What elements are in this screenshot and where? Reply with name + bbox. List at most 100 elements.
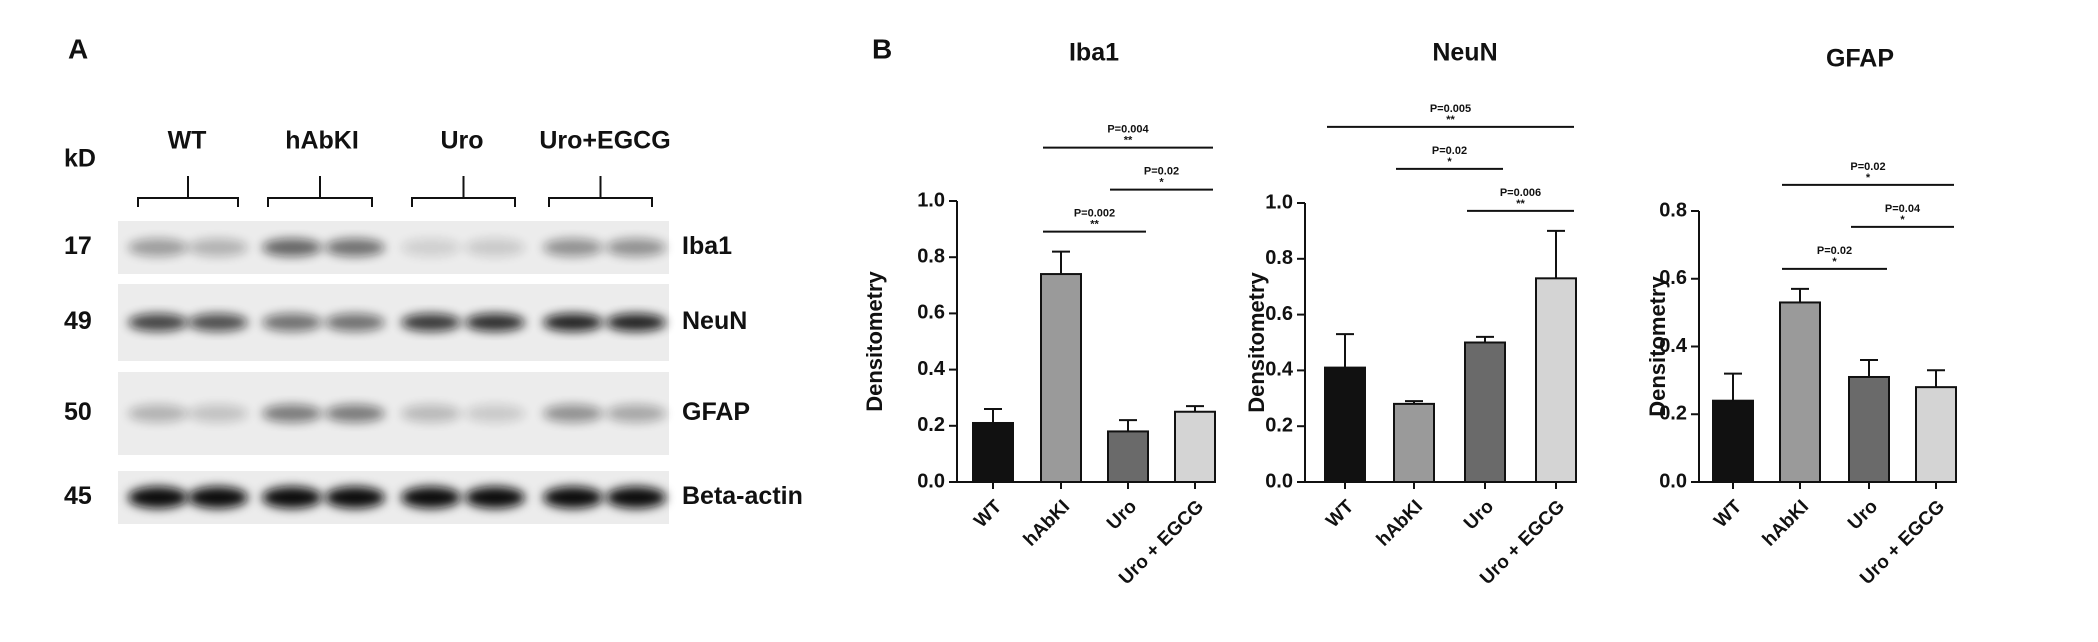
x-tick-label: WT [970,496,1006,532]
error-bar [1336,333,1354,368]
chart-title: NeuN [1432,39,1497,67]
y-tick-label: 1.0 [917,189,945,211]
group-label: hAbKI [285,127,359,155]
error-bar [1052,250,1070,275]
y-axis-label: Densitometry [1645,275,1670,416]
error-bar [1119,419,1137,432]
sig-stars: * [1900,214,1905,226]
row-label: GFAP [682,398,750,426]
lane-bracket [267,176,373,207]
y-tick-label: 0.8 [1659,199,1687,221]
bar [1040,273,1082,483]
bar [1712,399,1754,484]
kd-label: 17 [64,232,92,260]
band [465,313,525,332]
sig-stars: ** [1516,198,1525,210]
x-tick-label: hAbKI [1373,496,1427,550]
sig-stars: * [1832,256,1837,268]
kd-label: 49 [64,307,92,335]
error-bar [1860,359,1878,377]
row-label: NeuN [682,307,747,335]
bar [1393,402,1435,484]
y-tick-label: 0.0 [1659,470,1687,492]
y-tick-label: 0.0 [1265,470,1293,492]
sig-stars: ** [1124,134,1133,146]
blot [118,221,669,524]
bar [1779,301,1821,483]
x-tick-label: Uro [1460,496,1498,534]
y-tick-label: 0.4 [1265,359,1294,381]
bar [972,421,1014,483]
kd-label: 45 [64,482,92,510]
band [188,486,248,509]
band [401,486,461,509]
sig-p-value: P=0.006 [1500,187,1541,199]
y-tick-label: 0.8 [917,245,945,267]
sig-p-value: P=0.002 [1074,207,1115,219]
bar [1915,386,1957,483]
bar [1107,430,1149,484]
error-bar [1927,369,1945,388]
sig-p-value: P=0.02 [1850,161,1885,173]
bar [1848,375,1890,483]
band [188,313,248,332]
row-label: Beta-actin [682,482,803,510]
band [262,238,322,257]
x-tick-label: Uro [1103,496,1141,534]
bar [1535,277,1577,483]
y-tick-label: 0.4 [1659,335,1688,357]
x-tick-label: WT [1710,496,1746,532]
chart-title: Iba1 [1069,39,1119,67]
lane-bracket [548,176,653,207]
x-tick-label: hAbKI [1020,496,1074,550]
panel-label: A [68,33,88,64]
band [543,404,603,423]
band [128,486,188,509]
error-bar [984,407,1002,423]
band [325,313,385,332]
unit-label: kD [64,145,96,173]
band [606,313,666,332]
band [128,313,188,332]
error-bar [1724,372,1742,401]
sig-stars: ** [1446,114,1455,126]
group-label: Uro+EGCG [539,127,670,155]
sig-p-value: P=0.02 [1144,165,1179,177]
kd-label: 50 [64,398,92,426]
y-tick-label: 0.2 [917,414,945,436]
band [606,238,666,257]
bar [1174,410,1216,483]
band [401,238,461,257]
band [465,238,525,257]
y-axis-label: Densitometry [862,270,887,411]
sig-stars: * [1447,156,1452,168]
chart-title: GFAP [1826,45,1894,73]
band [606,486,666,509]
error-bar [1791,287,1809,303]
band [188,404,248,423]
bar [1324,366,1366,483]
sig-p-value: P=0.02 [1817,245,1852,257]
group-label: Uro [440,127,483,155]
sig-p-value: P=0.005 [1430,103,1471,115]
band [128,404,188,423]
sig-p-value: P=0.02 [1432,145,1467,157]
y-tick-label: 0.6 [1659,267,1687,289]
y-axis-label: Densitometry [1244,271,1269,412]
band [262,404,322,423]
y-tick-label: 0.2 [1265,414,1293,436]
y-tick-label: 0.2 [1659,403,1687,425]
band [465,486,525,509]
panel-label: B [872,33,892,64]
x-tick-label: WT [1322,496,1358,532]
bar [1464,341,1506,483]
band [325,238,385,257]
band [606,404,666,423]
band [401,313,461,332]
error-bar [1405,400,1423,404]
band [325,404,385,423]
lane-bracket [411,176,516,207]
sig-stars: ** [1090,218,1099,230]
sig-stars: * [1866,172,1871,184]
